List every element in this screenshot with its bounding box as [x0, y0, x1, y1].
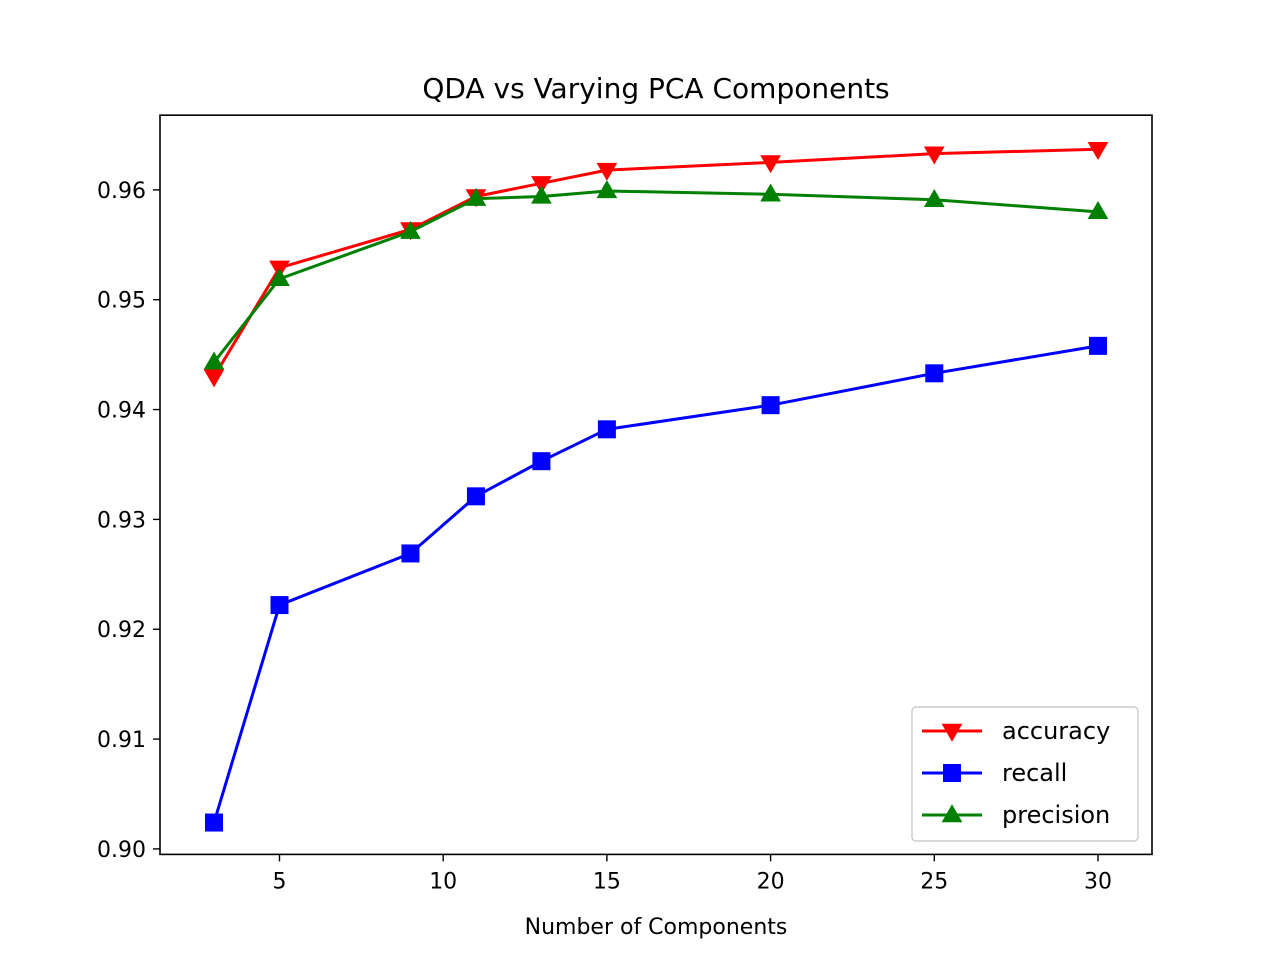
x-tick-label: 15 [593, 869, 621, 894]
precision-point [465, 187, 487, 206]
x-tick-label: 20 [757, 869, 785, 894]
recall-point [1088, 336, 1107, 355]
recall-point [401, 544, 420, 563]
legend-item-accuracy: accuracy [922, 717, 1110, 745]
y-tick-label: 0.96 [97, 179, 146, 204]
recall-point [205, 813, 224, 832]
legend-box [911, 706, 1139, 842]
legend-label: precision [1002, 801, 1110, 829]
accuracy-point [531, 176, 552, 195]
x-tick-label: 30 [1084, 869, 1112, 894]
accuracy-point [923, 146, 945, 165]
legend-marker [943, 764, 961, 782]
recall-point [532, 452, 551, 471]
legend-item-precision: precision [922, 801, 1110, 829]
accuracy-point [1087, 142, 1109, 161]
x-tick-label: 10 [429, 869, 457, 894]
plot-frame [159, 114, 1153, 856]
recall-point [761, 396, 780, 415]
recall-point [925, 364, 944, 383]
legend-label: accuracy [1002, 717, 1110, 745]
series-precision [203, 180, 1109, 370]
precision-point [923, 188, 945, 207]
legend-label: recall [1002, 759, 1067, 787]
legend-marker [941, 804, 963, 823]
y-tick-label: 0.95 [97, 289, 146, 314]
y-tick-label: 0.92 [97, 618, 146, 643]
accuracy-point [203, 369, 225, 388]
precision-point [760, 183, 781, 202]
y-tick-label: 0.91 [97, 728, 146, 753]
recall-point [270, 596, 289, 615]
y-tick-label: 0.90 [97, 838, 146, 863]
x-tick-label: 5 [272, 869, 286, 894]
chart-title: QDA vs Varying PCA Components [422, 72, 889, 105]
legend-marker [941, 723, 963, 742]
legend-item-recall: recall [922, 759, 1067, 787]
accuracy-point [596, 162, 618, 181]
series-layer [203, 142, 1109, 832]
y-tick-label: 0.94 [97, 399, 146, 424]
precision-point [203, 351, 225, 370]
precision-point [269, 268, 290, 287]
precision-point [596, 180, 618, 199]
precision-point [1087, 201, 1109, 220]
precision-point [531, 185, 552, 204]
legend: accuracy recall precision [911, 706, 1139, 842]
recall-point [466, 487, 485, 506]
y-tick-label: 0.93 [97, 508, 146, 533]
recall-point [597, 420, 616, 439]
accuracy-point [760, 155, 781, 174]
x-tick-label: 25 [920, 869, 948, 894]
precision-point [400, 220, 421, 239]
ticks-layer: 5 10 15 20 25 30 0.90 0.91 0.92 0.93 0.94 0.95 0.96 [97, 179, 1112, 895]
series-recall [205, 336, 1107, 832]
x-axis-title: Number of Components [525, 915, 788, 940]
series-accuracy [203, 142, 1109, 388]
